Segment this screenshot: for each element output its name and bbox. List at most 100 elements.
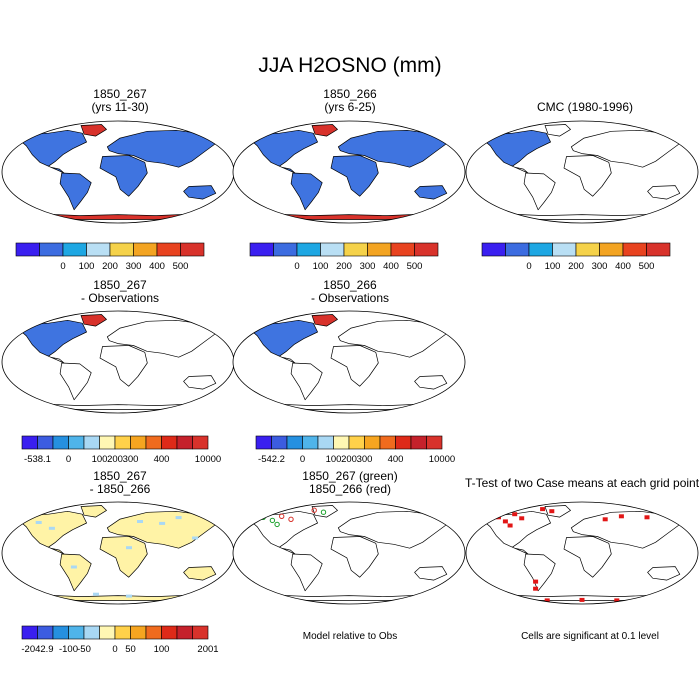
map-cmc-eurasia: [570, 129, 680, 168]
diff-patch: [126, 546, 132, 550]
map-267-obs-australia: [183, 375, 217, 390]
map-ttest: [465, 501, 699, 605]
map-267-minus-266-greenland: [80, 505, 107, 518]
map-ttest-camerica: [512, 546, 529, 555]
significant-cell: [549, 509, 555, 514]
significant-cell: [509, 597, 515, 602]
map-267-obs-samerica: [59, 362, 92, 401]
diff-patch: [48, 526, 55, 530]
colorbar-cell: [348, 435, 365, 450]
diff-patch: [192, 536, 199, 540]
colorbar-cell: [192, 435, 209, 450]
diff-patch: [70, 565, 77, 569]
colorbar-tick-label: 100: [545, 261, 561, 272]
map-green-red-greenland: [311, 505, 338, 518]
map-266-obs-namerica: [250, 319, 318, 357]
map-1850-266-australia: [414, 185, 448, 200]
map-267-minus-266: [1, 501, 235, 605]
colorbar-tick-label: 10000: [429, 454, 455, 465]
map-267-obs: [1, 310, 235, 414]
colorbar-cell: [37, 435, 54, 450]
map-cmc: [465, 120, 699, 224]
colorbar-tick-label: 400: [154, 454, 170, 465]
colorbar-tick-label: 0: [60, 261, 65, 272]
map-green-red-australia: [414, 566, 448, 581]
colorbar-cell: [52, 435, 69, 450]
significant-cell: [618, 514, 624, 519]
panel-title-267-minus-266: 1850_267 - 1850_266: [89, 469, 151, 496]
colorbar-cell: [622, 242, 647, 257]
colorbar-cell: [575, 242, 600, 257]
map-267-minus-266-eurasia: [106, 510, 216, 549]
colorbar-cell: [21, 625, 38, 640]
significant-cell: [644, 515, 650, 520]
map-ttest-greenland: [544, 505, 571, 518]
colorbar-cell: [52, 625, 69, 640]
colorbar-cell: [99, 435, 116, 450]
map-cmc-samerica: [523, 172, 556, 211]
colorbar-tick-label: 200: [336, 261, 352, 272]
colorbar-tick-label: 100: [79, 261, 95, 272]
colorbar-cell: [333, 435, 350, 450]
colorbar-cell: [83, 435, 100, 450]
colorbar-tick-label: 100: [313, 261, 329, 272]
colorbar-cell: [133, 242, 158, 257]
panel-title-267-obs: 1850_267 - Observations: [80, 278, 160, 305]
map-cmc-camerica: [512, 165, 529, 174]
significant-cell: [533, 586, 539, 591]
map-green-red-samerica: [290, 553, 323, 592]
contour-mark: [269, 517, 276, 524]
map-267-minus-266-africa: [99, 536, 148, 578]
colorbar-cell: [99, 625, 116, 640]
colorbar-tick-label: 100: [326, 454, 342, 465]
map-green-red-africa: [330, 536, 379, 578]
colorbar-cell: [367, 242, 392, 257]
map-1850-267-greenland: [80, 124, 107, 137]
colorbar-cell: [156, 242, 181, 257]
colorbar-cell: [320, 242, 345, 257]
map-cmc-africa: [563, 155, 612, 197]
colorbar-cell: [552, 242, 577, 257]
map-ttest-samerica: [523, 553, 556, 592]
colorbar-cell: [395, 435, 412, 450]
panel-title-1850-267: 1850_267 (yrs 11-30): [91, 87, 149, 114]
map-266-obs: [232, 310, 466, 414]
map-1850-267-eurasia: [106, 129, 216, 168]
colorbar-cell: [145, 625, 162, 640]
colorbar-5: -2042.9 -100 -50 0 50 100 2001: [21, 625, 219, 655]
colorbar-tick-label: 300: [592, 261, 608, 272]
colorbar-cell: [161, 435, 178, 450]
map-cmc-australia: [647, 185, 681, 200]
colorbar-tick-label: 200: [341, 454, 357, 465]
colorbar-tick-label: 2001: [197, 644, 218, 655]
significant-cell: [649, 597, 655, 602]
colorbar-cell: [410, 435, 427, 450]
significant-cell: [544, 598, 550, 603]
colorbar-tick-label: 200: [568, 261, 584, 272]
map-267-obs-greenland: [80, 314, 107, 327]
map-1850-267-camerica: [48, 165, 65, 174]
map-1850-266-eurasia: [337, 129, 447, 168]
map-266-obs-eurasia: [337, 319, 447, 358]
colorbar-tick-label: 300: [126, 261, 142, 272]
colorbar-cell: [21, 435, 38, 450]
map-266-obs-australia: [414, 375, 448, 390]
panel-title-green-red: 1850_267 (green) 1850_266 (red): [302, 469, 398, 496]
colorbar-cell: [364, 435, 381, 450]
map-green-red-camerica: [279, 546, 296, 555]
map-267-minus-266-camerica: [48, 546, 65, 555]
colorbar-0: 0 100 200 300 400 500: [15, 242, 205, 272]
colorbar-cell: [390, 242, 415, 257]
significant-cell: [519, 516, 525, 521]
map-267-obs-namerica: [19, 319, 87, 357]
colorbar-tick-label: 400: [149, 261, 165, 272]
panel-title-ttest: T-Test of two Case means at each grid po…: [464, 476, 700, 490]
colorbar-tick-label: 0: [294, 261, 299, 272]
figure-title: JJA H2OSNO (mm): [258, 54, 442, 77]
map-267-obs-camerica: [48, 355, 65, 364]
diff-patch: [93, 592, 99, 596]
colorbar-cell: [255, 435, 272, 450]
map-1850-267-namerica: [19, 129, 87, 167]
significant-cell: [614, 598, 620, 603]
colorbar-tick-label: 400: [388, 454, 404, 465]
